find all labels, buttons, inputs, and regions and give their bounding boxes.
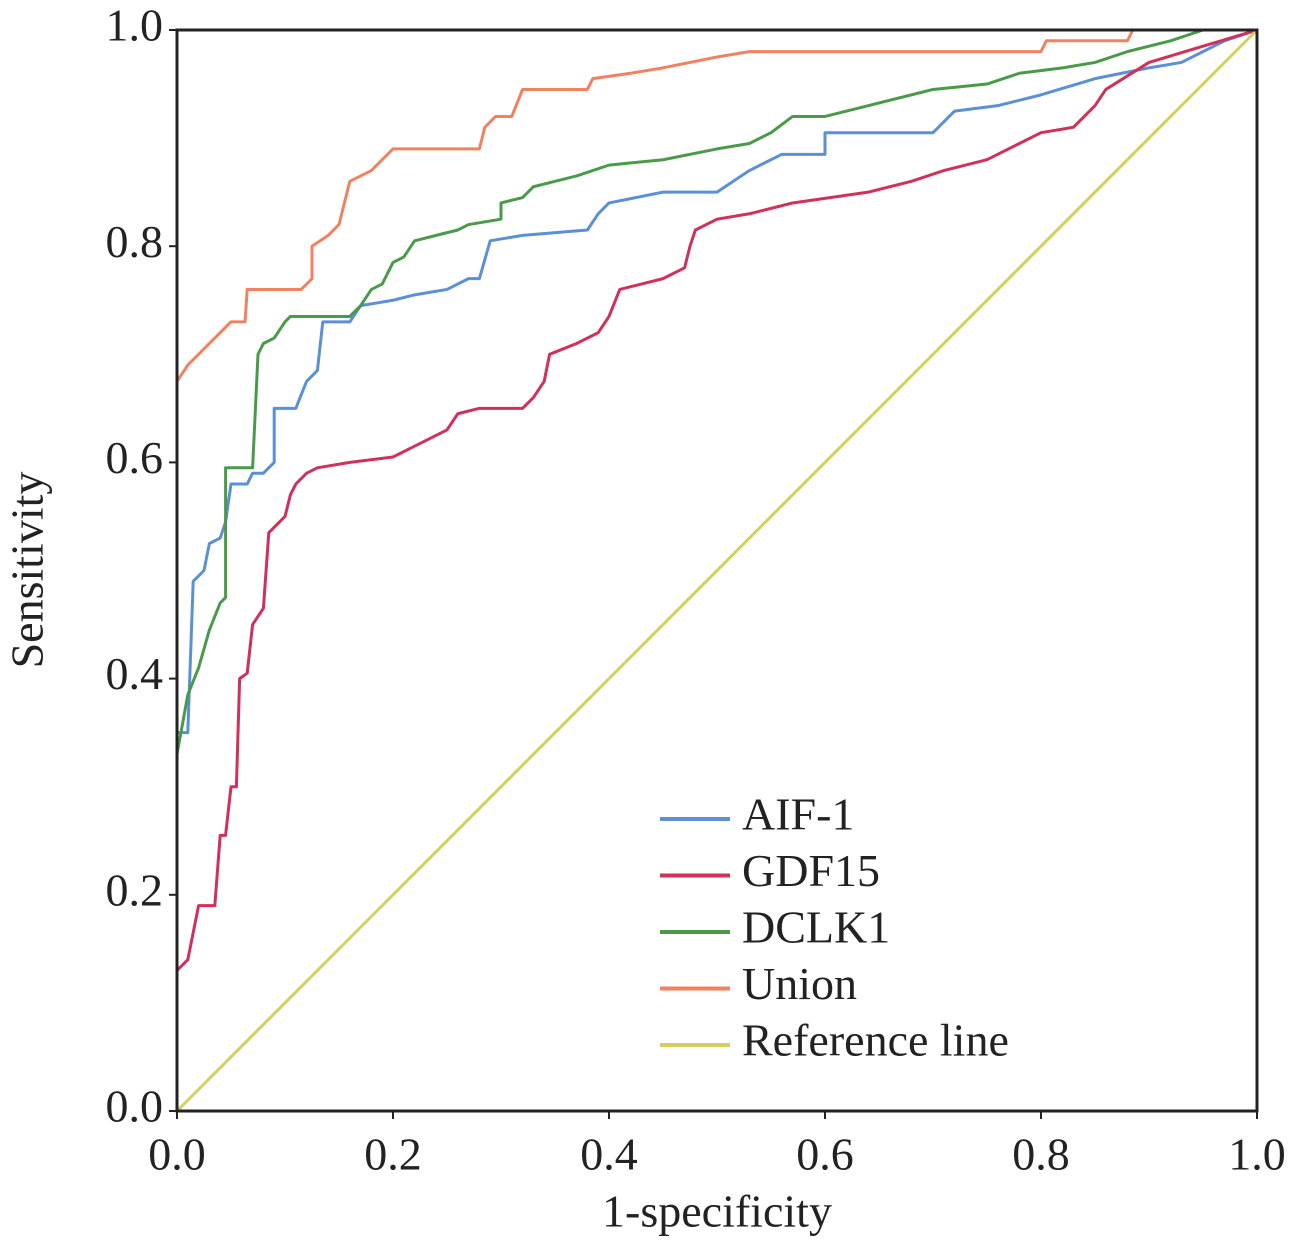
legend-label: Union: [742, 958, 857, 1009]
y-tick-label: 0.0: [106, 1081, 164, 1132]
x-tick-label: 0.8: [1012, 1129, 1070, 1180]
x-tick-label: 0.2: [364, 1129, 422, 1180]
roc-curve: [175, 28, 1257, 755]
x-tick-label: 0.4: [580, 1129, 638, 1180]
y-tick-label: 0.4: [106, 648, 164, 699]
roc-curve: [177, 28, 1258, 735]
legend-label: Reference line: [742, 1015, 1009, 1066]
legend-label: DCLK1: [742, 902, 890, 953]
y-tick-label: 1.0: [106, 0, 164, 51]
y-tick-label: 0.8: [106, 216, 164, 267]
y-tick-label: 0.6: [106, 432, 164, 483]
roc-curve: [175, 28, 1257, 383]
x-tick-label: 0.6: [796, 1129, 854, 1180]
x-tick-label: 1.0: [1228, 1129, 1286, 1180]
legend-label: GDF15: [742, 845, 880, 896]
roc-curve: [175, 28, 1258, 972]
legend-label: AIF-1: [742, 789, 854, 840]
roc-curve: [175, 28, 1259, 1113]
y-tick-label: 0.2: [106, 864, 164, 915]
y-axis-title: Sensitivity: [2, 472, 53, 669]
x-tick-label: 0.0: [148, 1129, 206, 1180]
plot-frame: [175, 28, 1259, 1113]
x-axis-title: 1-specificity: [602, 1186, 832, 1237]
